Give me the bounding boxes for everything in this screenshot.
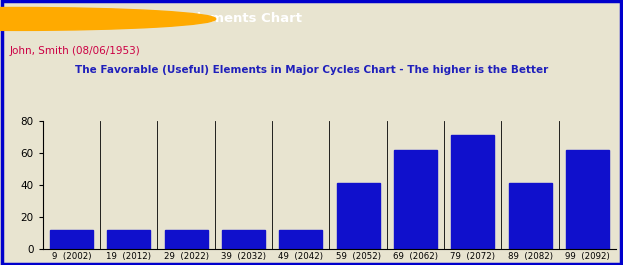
Text: The Favorable (Useful) Elements in Major Cycles Chart - The higher is the Better: The Favorable (Useful) Elements in Major…	[75, 65, 548, 75]
Text: John, Smith (08/06/1953): John, Smith (08/06/1953)	[10, 46, 141, 56]
Circle shape	[0, 7, 216, 30]
Bar	[566, 150, 609, 249]
Bar	[451, 135, 494, 249]
Bar	[107, 230, 150, 249]
Bar	[394, 150, 437, 249]
Bar	[164, 230, 207, 249]
Bar	[508, 183, 551, 249]
Text: Astrology Favorable Elements Chart: Astrology Favorable Elements Chart	[32, 12, 302, 25]
Bar	[336, 183, 379, 249]
Bar	[50, 230, 93, 249]
Bar	[279, 230, 322, 249]
Bar	[222, 230, 265, 249]
